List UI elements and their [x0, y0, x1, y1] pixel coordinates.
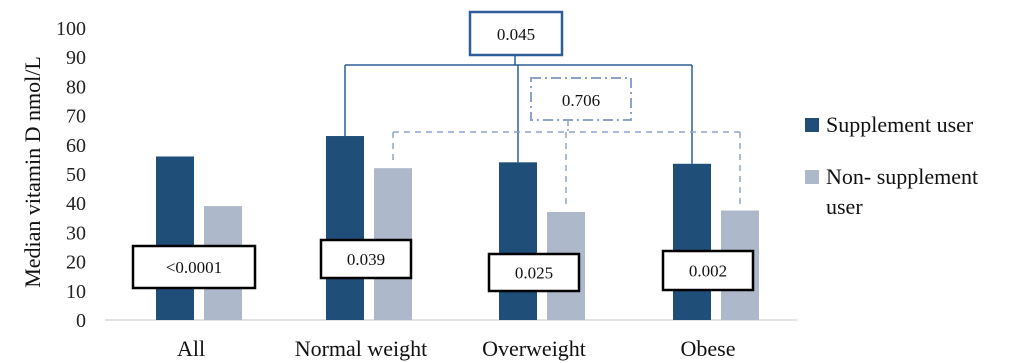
bracket-label: 0.045 [497, 25, 535, 44]
category-label: All [177, 336, 205, 361]
legend-swatch [805, 118, 819, 132]
comparison-brackets: 0.045 0.706 [344, 10, 741, 206]
bar [499, 162, 537, 320]
y-tick-label: 40 [66, 193, 86, 215]
pvalue-box [487, 252, 581, 293]
pvalue-label: 0.002 [689, 262, 727, 281]
y-tick-label: 70 [66, 106, 86, 128]
category-label: Overweight [482, 336, 586, 361]
pvalue-label: <0.0001 [166, 258, 222, 277]
legend-swatch [805, 170, 819, 184]
y-tick-label: 20 [66, 252, 86, 274]
pvalue-box [319, 238, 413, 280]
bracket-label-box [468, 10, 564, 57]
pvalue-box [131, 244, 257, 290]
bar [326, 136, 364, 320]
legend: Supplement user Non- supplement user [805, 112, 978, 219]
y-tick-label: 0 [76, 310, 86, 332]
within-group-pvalue-boxes: <0.0001 0.039 0.025 0.002 [131, 238, 755, 293]
y-tick-label: 60 [66, 135, 86, 157]
category-label: Normal weight [295, 336, 428, 361]
y-tick-label: 80 [66, 76, 86, 98]
bracket-label-box [530, 77, 632, 121]
y-tick-label: 30 [66, 222, 86, 244]
legend-label: Supplement user [826, 112, 974, 137]
y-tick-label: 50 [66, 164, 86, 186]
y-tick-label: 10 [66, 281, 86, 303]
pvalue-box [661, 249, 755, 292]
category-label: Obese [681, 336, 736, 361]
pvalue-label: 0.025 [515, 264, 553, 283]
y-tick-label: 90 [66, 47, 86, 69]
bracket-label: 0.706 [562, 91, 600, 110]
bar [156, 156, 194, 320]
legend-label: Non- supplement [826, 164, 978, 189]
y-axis-label: Median vitamin D nmol/L [20, 56, 45, 288]
bar [673, 163, 711, 320]
bars-group [156, 136, 759, 320]
legend-label: user [826, 194, 863, 219]
y-tick-label: 100 [56, 18, 86, 40]
y-axis-ticks: 0 10 20 30 40 50 60 70 80 90 100 [56, 18, 86, 332]
pvalue-label: 0.039 [347, 250, 385, 269]
category-labels: All Normal weight Overweight Obese [177, 336, 736, 361]
